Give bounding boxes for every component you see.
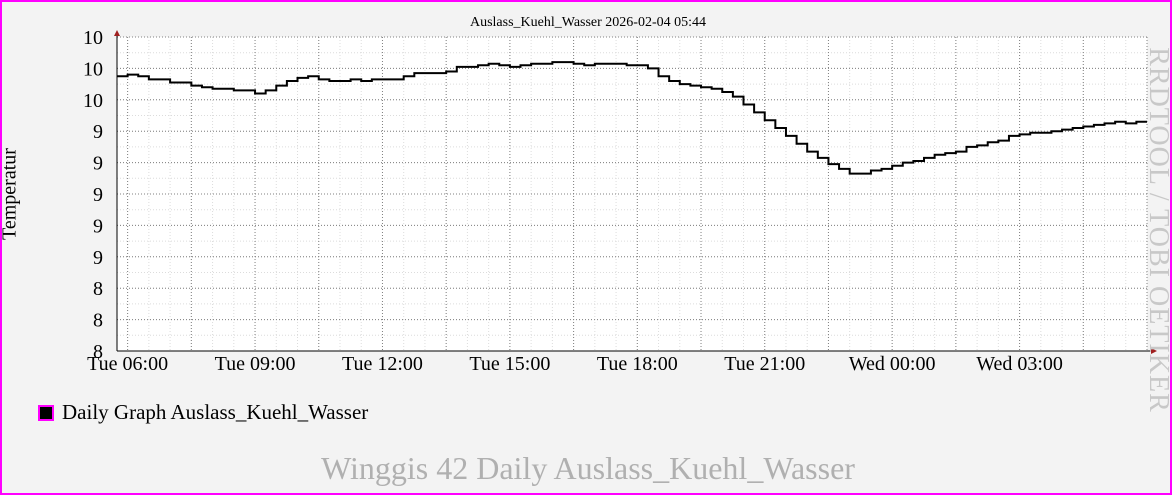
series-layer bbox=[117, 61, 1147, 175]
series-line bbox=[117, 61, 1147, 175]
y-tick-label: 9 bbox=[93, 153, 103, 175]
legend: Daily Graph Auslass_Kuehl_Wasser bbox=[38, 400, 368, 425]
x-tick-label: Wed 00:00 bbox=[849, 353, 936, 375]
plot-area bbox=[117, 37, 1147, 351]
x-axis-arrow bbox=[1151, 348, 1157, 354]
x-tick-label: Tue 18:00 bbox=[597, 353, 678, 375]
legend-swatch bbox=[38, 404, 54, 421]
y-tick-label: 9 bbox=[93, 247, 103, 269]
y-tick-label: 8 bbox=[93, 278, 103, 300]
y-tick-label: 9 bbox=[93, 121, 103, 143]
y-tick-label: 9 bbox=[93, 215, 103, 237]
y-tick-label: 10 bbox=[83, 58, 103, 80]
y-axis-label: Temperatur bbox=[0, 148, 21, 240]
x-tick-label: Wed 03:00 bbox=[976, 353, 1063, 375]
y-tick-label: 9 bbox=[93, 184, 103, 206]
x-tick-label: Tue 15:00 bbox=[469, 353, 550, 375]
chart-title: Auslass_Kuehl_Wasser 2026-02-04 05:44 bbox=[469, 15, 707, 30]
y-axis-arrow bbox=[114, 30, 120, 36]
legend-label: Daily Graph Auslass_Kuehl_Wasser bbox=[62, 400, 369, 424]
y-tick-label: 10 bbox=[83, 27, 103, 49]
x-tick-label: Tue 12:00 bbox=[342, 353, 423, 375]
y-tick-label: 10 bbox=[83, 90, 103, 112]
y-tick-label: 8 bbox=[93, 341, 103, 363]
rrdtool-watermark: RRDTOOL / TOBI OETIKER bbox=[1143, 47, 1172, 413]
x-tick-label: Tue 21:00 bbox=[724, 353, 805, 375]
x-tick-label: Tue 09:00 bbox=[215, 353, 296, 375]
x-tick-label: Tue 06:00 bbox=[87, 353, 168, 375]
footer-caption: Winggis 42 Daily Auslass_Kuehl_Wasser bbox=[321, 450, 855, 486]
y-tick-label: 8 bbox=[93, 310, 103, 332]
